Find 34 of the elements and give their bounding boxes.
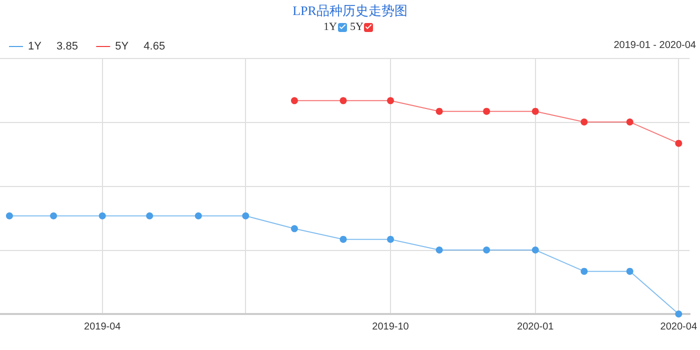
point xyxy=(194,212,202,220)
point xyxy=(580,268,588,275)
point xyxy=(436,246,443,254)
text: 2019-01 - 2020-04 xyxy=(614,40,696,51)
text: 1Y 3.85 xyxy=(28,40,78,52)
point xyxy=(532,108,539,115)
point xyxy=(6,212,13,220)
point xyxy=(290,97,298,104)
point xyxy=(340,236,347,243)
point xyxy=(436,108,443,115)
chart-title: LPR品种历史走势图 xyxy=(292,2,408,20)
point xyxy=(98,212,106,220)
point xyxy=(340,97,347,104)
point xyxy=(483,108,490,115)
point xyxy=(146,212,154,220)
x-tick-label: 2019-10 xyxy=(372,322,410,332)
point xyxy=(290,225,298,232)
point xyxy=(675,140,682,147)
point xyxy=(532,246,539,254)
point xyxy=(626,118,634,126)
point xyxy=(387,236,394,243)
x-tick-label: 2019-04 xyxy=(84,322,122,332)
point xyxy=(580,118,588,126)
point xyxy=(242,212,250,220)
point xyxy=(50,212,58,220)
point xyxy=(483,246,490,254)
legend-label: 5Y xyxy=(350,21,364,33)
x-tick-label: 2020-04 xyxy=(660,322,698,332)
point xyxy=(387,97,394,104)
point xyxy=(675,310,682,318)
text: 5Y 4.65 xyxy=(115,40,166,52)
point xyxy=(626,268,634,275)
x-tick-label: 2020-01 xyxy=(517,322,554,332)
legend-label: 1Y xyxy=(324,21,337,33)
